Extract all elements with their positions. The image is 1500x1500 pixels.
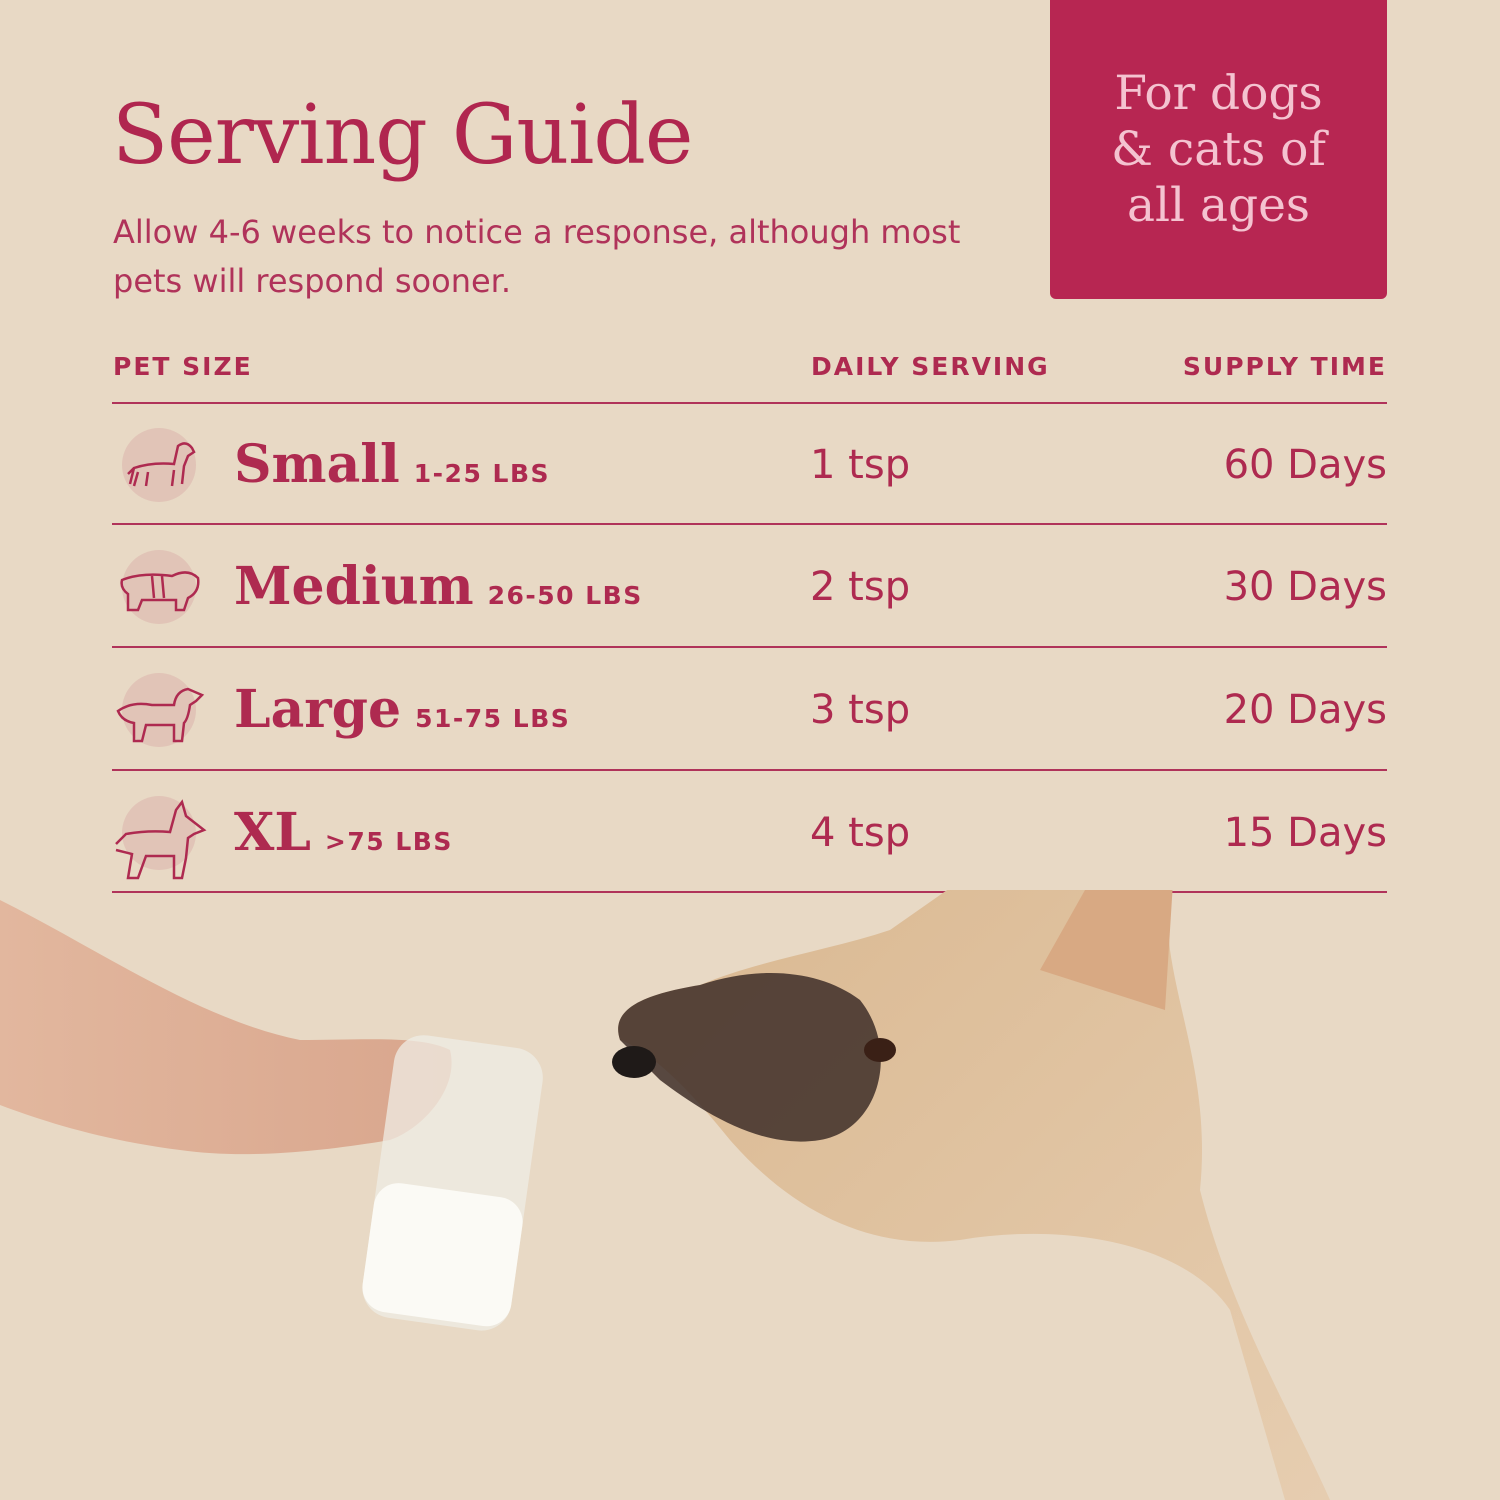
divider — [112, 402, 1387, 404]
ages-badge: For dogs & cats of all ages — [1050, 0, 1387, 299]
weight-range: >75 LBS — [324, 827, 453, 856]
divider — [112, 523, 1387, 525]
header-pet-size: PET SIZE — [113, 352, 253, 381]
table-row: XL >75 LBS 4 tsp 15 Days — [112, 772, 1387, 894]
bulldog-icon — [112, 548, 208, 628]
supply-time: 60 Days — [1223, 442, 1387, 488]
daily-serving: 3 tsp — [810, 687, 911, 733]
supply-time: 15 Days — [1223, 810, 1387, 856]
supply-time: 20 Days — [1223, 687, 1387, 733]
size-label: Small — [234, 434, 400, 495]
table-row: Large 51-75 LBS 3 tsp 20 Days — [112, 649, 1387, 771]
dog-muzzle — [618, 973, 881, 1142]
size-label: Large — [234, 679, 402, 740]
table-row: Medium 26-50 LBS 2 tsp 30 Days — [112, 526, 1387, 648]
dog-nose — [612, 1046, 656, 1078]
daily-serving: 2 tsp — [810, 564, 911, 610]
weight-range: 51-75 LBS — [415, 704, 571, 733]
size-label: Medium — [234, 556, 474, 617]
supply-time: 30 Days — [1223, 564, 1387, 610]
page-title: Serving Guide — [112, 88, 693, 183]
doberman-icon — [112, 794, 208, 880]
dog-and-hand-photo — [0, 890, 1330, 1500]
header-daily-serving: DAILY SERVING — [811, 352, 1050, 381]
daily-serving: 4 tsp — [810, 810, 911, 856]
daily-serving: 1 tsp — [810, 442, 911, 488]
divider — [112, 769, 1387, 771]
dachshund-icon — [112, 426, 208, 506]
divider — [112, 891, 1387, 893]
hand-arm — [0, 900, 452, 1155]
spaniel-icon — [112, 671, 208, 751]
weight-range: 26-50 LBS — [487, 581, 643, 610]
divider — [112, 646, 1387, 648]
size-label: XL — [234, 802, 311, 863]
dog-ear — [1040, 890, 1173, 1010]
subtitle: Allow 4-6 weeks to notice a response, al… — [113, 213, 961, 300]
badge-text: For dogs & cats of all ages — [1111, 65, 1326, 233]
weight-range: 1-25 LBS — [413, 459, 551, 488]
dog-eye — [864, 1038, 896, 1062]
header-supply-time: SUPPLY TIME — [1182, 352, 1387, 381]
table-row: Small 1-25 LBS 1 tsp 60 Days — [112, 404, 1387, 526]
